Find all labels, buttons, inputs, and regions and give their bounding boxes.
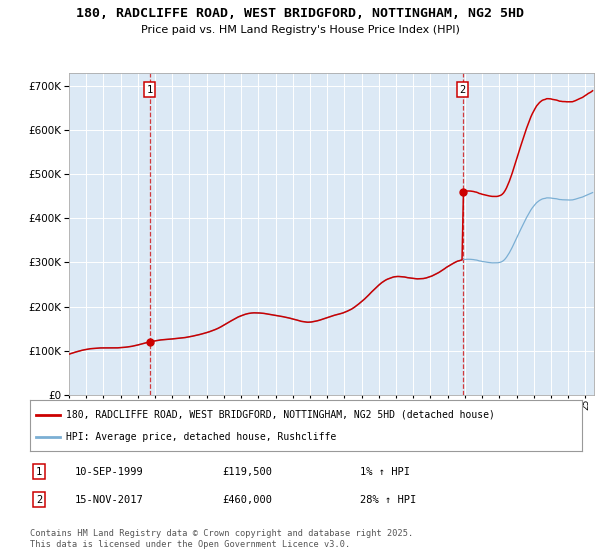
Text: £119,500: £119,500	[222, 466, 272, 477]
Text: £460,000: £460,000	[222, 494, 272, 505]
Text: 1: 1	[146, 85, 153, 95]
Text: HPI: Average price, detached house, Rushcliffe: HPI: Average price, detached house, Rush…	[66, 432, 336, 442]
Text: 10-SEP-1999: 10-SEP-1999	[75, 466, 144, 477]
Text: 2: 2	[36, 494, 42, 505]
Text: 180, RADCLIFFE ROAD, WEST BRIDGFORD, NOTTINGHAM, NG2 5HD (detached house): 180, RADCLIFFE ROAD, WEST BRIDGFORD, NOT…	[66, 409, 495, 419]
Text: 1% ↑ HPI: 1% ↑ HPI	[360, 466, 410, 477]
Text: 28% ↑ HPI: 28% ↑ HPI	[360, 494, 416, 505]
Text: Price paid vs. HM Land Registry's House Price Index (HPI): Price paid vs. HM Land Registry's House …	[140, 25, 460, 35]
Text: 2: 2	[460, 85, 466, 95]
Text: 180, RADCLIFFE ROAD, WEST BRIDGFORD, NOTTINGHAM, NG2 5HD: 180, RADCLIFFE ROAD, WEST BRIDGFORD, NOT…	[76, 7, 524, 20]
Text: 15-NOV-2017: 15-NOV-2017	[75, 494, 144, 505]
Text: 1: 1	[36, 466, 42, 477]
Text: Contains HM Land Registry data © Crown copyright and database right 2025.
This d: Contains HM Land Registry data © Crown c…	[30, 529, 413, 549]
